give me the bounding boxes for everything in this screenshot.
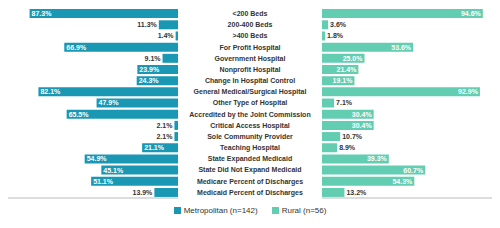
html-text:Government Hospital: Government Hospital — [214, 54, 286, 62]
svg-text:87.3%: 87.3% — [32, 10, 53, 17]
svg-text:30.4%: 30.4% — [352, 111, 373, 118]
html-text:Rural (n=56): Rural (n=56) — [281, 206, 327, 215]
svg-text:3.6%: 3.6% — [330, 21, 347, 28]
html-text:Accredited by the Joint Commis: Accredited by the Joint Commission — [189, 110, 311, 118]
svg-text:11.3%: 11.3% — [137, 21, 157, 28]
svg-text:30.4%: 30.4% — [352, 122, 373, 129]
html-text:Critical Access Hospital: Critical Access Hospital — [210, 121, 290, 129]
svg-text:54.9%: 54.9% — [87, 155, 108, 162]
svg-text:1.8%: 1.8% — [327, 32, 344, 39]
svg-text:24.3%: 24.3% — [139, 77, 160, 84]
html-text:Other Type of Hospital: Other Type of Hospital — [212, 99, 288, 107]
svg-text:53.6%: 53.6% — [391, 44, 412, 51]
svg-text:13.2%: 13.2% — [346, 189, 367, 196]
svg-text:82.1%: 82.1% — [40, 88, 61, 95]
svg-text:21.1%: 21.1% — [144, 144, 165, 151]
html-text:<200 Beds: <200 Beds — [232, 10, 268, 18]
svg-text:39.3%: 39.3% — [367, 155, 388, 162]
html-text:Change In Hospital Control: Change In Hospital Control — [204, 77, 296, 85]
svg-text:10.7%: 10.7% — [342, 133, 363, 140]
svg-text:2.1%: 2.1% — [156, 122, 173, 129]
html-text:Medicaid Percent of Discharges: Medicaid Percent of Discharges — [197, 188, 303, 196]
html-text:200-400 Beds: 200-400 Beds — [227, 21, 273, 29]
svg-text:47.9%: 47.9% — [99, 99, 120, 106]
svg-text:19.1%: 19.1% — [333, 77, 354, 84]
svg-text:94.6%: 94.6% — [461, 10, 482, 17]
svg-text:66.9%: 66.9% — [66, 44, 87, 51]
html-text:State Expanded Medicaid: State Expanded Medicaid — [207, 155, 293, 163]
html-text:Metropolitan (n=142): Metropolitan (n=142) — [183, 206, 258, 215]
svg-text:7.1%: 7.1% — [336, 99, 353, 106]
svg-text:2.1%: 2.1% — [156, 133, 173, 140]
svg-text:1.4%: 1.4% — [158, 32, 175, 39]
svg-text:13.9%: 13.9% — [133, 189, 154, 196]
svg-text:54.3%: 54.3% — [392, 178, 413, 185]
html-text:Medicare Percent of Discharges: Medicare Percent of Discharges — [196, 177, 304, 185]
svg-text:25.0%: 25.0% — [343, 55, 364, 62]
svg-text:45.1%: 45.1% — [103, 167, 124, 174]
html-text:>400 Beds: >400 Beds — [232, 32, 268, 40]
svg-text:23.9%: 23.9% — [139, 66, 160, 73]
html-text:Teaching Hospital: Teaching Hospital — [220, 144, 280, 152]
html-text:State Did Not Expand Medicaid: State Did Not Expand Medicaid — [198, 166, 302, 174]
svg-text:21.4%: 21.4% — [337, 66, 358, 73]
html-text:For Profit Hospital: For Profit Hospital — [219, 43, 281, 51]
svg-text:65.5%: 65.5% — [69, 111, 90, 118]
svg-text:9.1%: 9.1% — [145, 55, 162, 62]
html-text:Sole Community Provider: Sole Community Provider — [207, 133, 293, 140]
html-text:General Medical/Surgical Hospi: General Medical/Surgical Hospital — [193, 88, 307, 96]
svg-text:60.7%: 60.7% — [403, 167, 424, 174]
svg-text:92.9%: 92.9% — [458, 88, 479, 95]
html-text:Nonprofit Hospital: Nonprofit Hospital — [219, 65, 281, 73]
svg-text:8.9%: 8.9% — [339, 144, 356, 151]
svg-text:51.1%: 51.1% — [93, 178, 114, 185]
